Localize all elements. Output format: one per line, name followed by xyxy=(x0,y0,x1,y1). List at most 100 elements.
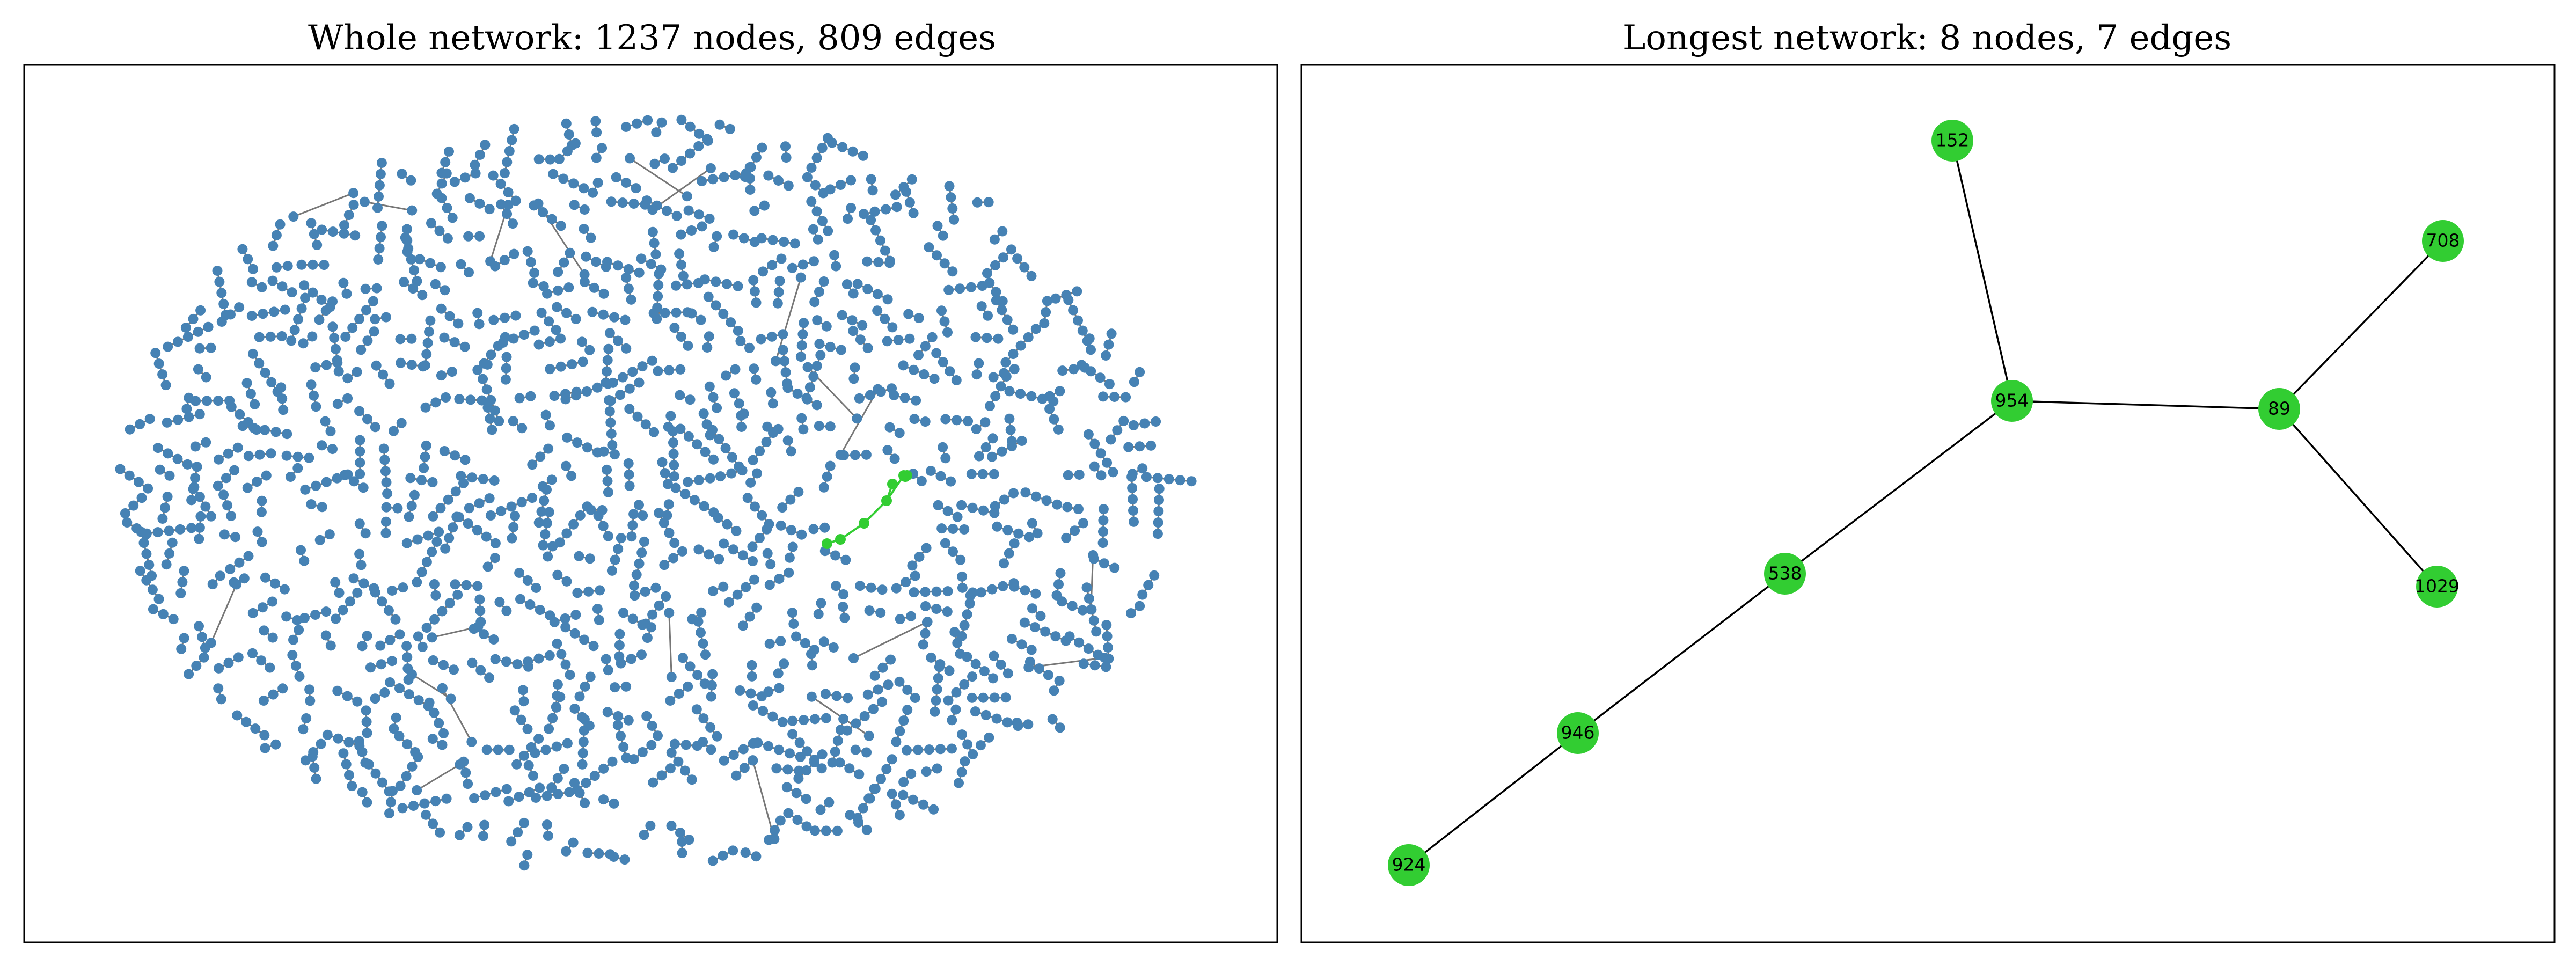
network-node xyxy=(598,794,609,805)
network-node xyxy=(855,581,866,591)
network-node xyxy=(949,214,960,225)
network-node xyxy=(355,435,365,445)
network-node xyxy=(442,233,453,244)
network-node xyxy=(1063,470,1073,480)
network-node xyxy=(331,613,341,624)
network-node xyxy=(444,598,455,609)
network-node xyxy=(449,177,460,187)
network-node xyxy=(195,305,206,316)
network-node xyxy=(676,259,686,270)
network-node xyxy=(316,295,327,305)
network-node xyxy=(829,250,840,260)
network-node xyxy=(947,266,958,277)
network-node xyxy=(535,451,546,462)
network-node xyxy=(939,316,950,327)
network-node xyxy=(560,659,571,670)
network-node xyxy=(745,688,756,699)
network-node xyxy=(669,323,680,333)
network-node xyxy=(598,309,609,320)
network-node xyxy=(955,554,966,565)
network-node xyxy=(536,308,547,318)
network-node xyxy=(213,480,223,491)
network-node xyxy=(692,439,702,450)
network-node xyxy=(518,696,529,707)
network-node xyxy=(416,567,427,577)
network-node xyxy=(472,525,482,536)
network-node xyxy=(495,179,506,189)
network-node xyxy=(989,692,1000,703)
network-node xyxy=(656,117,667,128)
network-node xyxy=(776,253,787,264)
network-node xyxy=(990,260,1000,270)
network-node xyxy=(580,681,590,692)
network-node xyxy=(903,309,914,319)
network-node xyxy=(508,333,519,344)
network-node xyxy=(758,706,769,716)
network-node xyxy=(381,502,392,513)
network-node xyxy=(389,723,399,734)
network-node xyxy=(939,258,950,269)
network-node xyxy=(816,598,826,609)
network-node xyxy=(1012,253,1023,264)
network-node xyxy=(594,614,604,625)
network-node xyxy=(257,282,267,292)
network-node xyxy=(478,474,488,485)
node-circle xyxy=(1388,844,1430,886)
network-node xyxy=(1009,581,1020,592)
network-node xyxy=(802,394,813,405)
network-node xyxy=(604,395,614,405)
network-node xyxy=(935,471,946,481)
network-node xyxy=(1128,494,1138,504)
network-node xyxy=(528,771,538,781)
network-node xyxy=(572,437,583,448)
network-node xyxy=(525,599,536,610)
node-circle xyxy=(1931,120,1973,162)
network-node xyxy=(548,169,559,179)
network-node xyxy=(522,850,533,860)
network-node xyxy=(359,196,370,207)
network-node xyxy=(952,638,963,648)
network-node xyxy=(424,326,434,337)
network-node xyxy=(355,446,365,457)
network-node xyxy=(989,234,1000,245)
network-node xyxy=(413,752,423,762)
network-node xyxy=(572,588,583,598)
network-node xyxy=(877,662,888,673)
network-node xyxy=(843,693,853,704)
network-node xyxy=(436,193,447,203)
network-node xyxy=(744,611,755,622)
network-node xyxy=(258,309,268,319)
network-node xyxy=(1091,626,1102,637)
network-node xyxy=(901,577,911,588)
network-node xyxy=(412,534,423,545)
network-node xyxy=(948,524,958,534)
network-node xyxy=(1083,429,1094,440)
network-node xyxy=(738,233,749,244)
network-node xyxy=(370,314,380,325)
network-node xyxy=(963,416,974,427)
network-node xyxy=(234,302,245,313)
network-node xyxy=(478,831,488,841)
network-node xyxy=(299,555,310,566)
network-node xyxy=(985,401,995,411)
network-node xyxy=(825,460,836,471)
network-node xyxy=(693,616,704,627)
network-node xyxy=(481,531,492,542)
network-node xyxy=(385,677,396,687)
network-node xyxy=(855,334,866,345)
network-node xyxy=(1143,580,1154,590)
network-node xyxy=(515,594,525,604)
network-node xyxy=(712,402,722,413)
network-node xyxy=(761,437,772,447)
edge-89-708 xyxy=(2278,240,2444,410)
component-edge xyxy=(519,598,551,617)
network-node xyxy=(862,343,873,354)
network-node xyxy=(552,302,562,312)
network-node xyxy=(948,546,958,557)
network-node xyxy=(518,750,529,761)
network-node xyxy=(654,268,664,279)
component-edge xyxy=(303,284,331,308)
network-node xyxy=(767,235,778,245)
network-node xyxy=(649,158,660,169)
network-node xyxy=(749,286,760,297)
